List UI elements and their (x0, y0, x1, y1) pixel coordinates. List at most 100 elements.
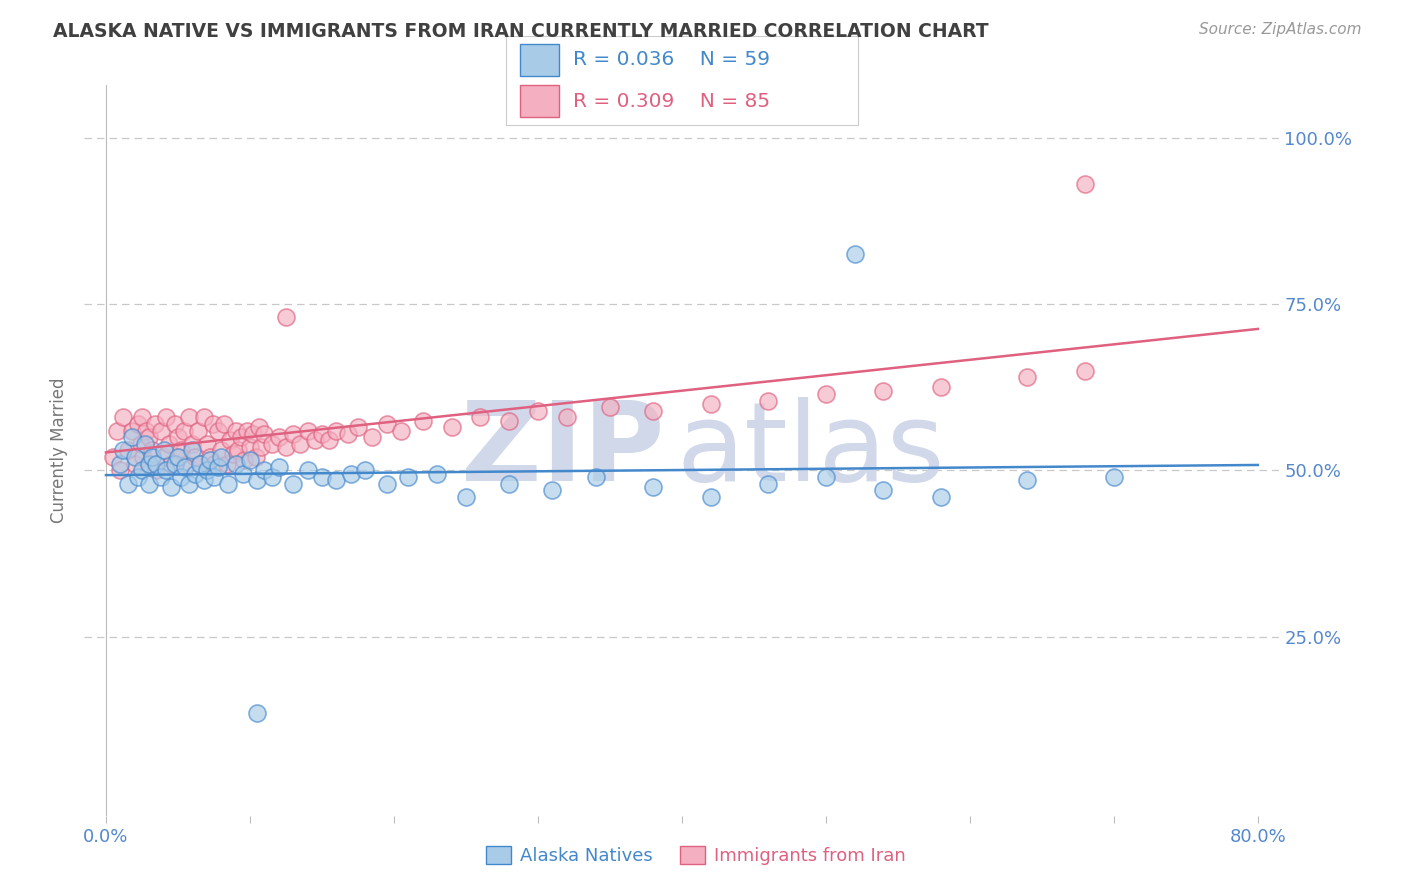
Point (304, 434, 326, 448)
Point (135, 424, 157, 438)
Point (225, 457, 247, 471)
Point (193, 474, 215, 488)
Text: R = 0.036    N = 59: R = 0.036 N = 59 (574, 50, 770, 69)
Text: ALASKA NATIVE VS IMMIGRANTS FROM IRAN CURRENTLY MARRIED CORRELATION CHART: ALASKA NATIVE VS IMMIGRANTS FROM IRAN CU… (53, 22, 988, 41)
Point (297, 463, 319, 477)
Point (165, 457, 187, 471)
Point (236, 424, 259, 438)
Point (179, 476, 201, 491)
Point (274, 440, 297, 454)
Point (198, 450, 221, 464)
Point (233, 453, 256, 467)
Point (247, 420, 270, 434)
Point (699, 490, 721, 504)
Point (215, 457, 238, 471)
Point (872, 483, 894, 498)
Point (599, 401, 621, 415)
Point (198, 453, 221, 467)
Point (221, 447, 243, 461)
Point (1017, 474, 1039, 488)
Point (1102, 470, 1125, 484)
Point (195, 463, 218, 477)
Point (141, 450, 163, 464)
Point (454, 490, 477, 504)
Point (290, 437, 312, 451)
Point (127, 417, 149, 431)
Point (117, 443, 139, 458)
Point (281, 426, 304, 441)
Point (110, 457, 132, 471)
Point (207, 424, 229, 438)
Point (311, 426, 333, 441)
Point (325, 424, 347, 438)
Point (188, 457, 211, 471)
Point (375, 417, 398, 431)
Point (844, 247, 866, 261)
Point (141, 443, 163, 458)
Point (260, 470, 283, 484)
Point (127, 470, 149, 484)
Point (107, 424, 129, 438)
Point (281, 476, 304, 491)
Point (225, 424, 247, 438)
Point (124, 450, 146, 464)
Point (274, 310, 297, 325)
Point (498, 476, 520, 491)
Point (134, 437, 156, 451)
Point (112, 410, 135, 425)
Point (179, 410, 201, 425)
Point (643, 480, 665, 494)
Point (336, 426, 359, 441)
Point (157, 437, 180, 451)
FancyBboxPatch shape (520, 44, 560, 76)
Point (101, 450, 124, 464)
Point (129, 437, 152, 451)
Point (929, 380, 952, 394)
Point (212, 417, 235, 431)
Point (187, 424, 209, 438)
Point (138, 457, 160, 471)
Point (426, 467, 449, 481)
Point (756, 393, 779, 408)
Text: atlas: atlas (676, 397, 945, 504)
Point (143, 417, 166, 431)
Point (110, 463, 132, 477)
Point (297, 424, 319, 438)
Point (929, 490, 952, 504)
Point (201, 417, 224, 431)
Point (585, 470, 607, 484)
Legend: Alaska Natives, Immigrants from Iran: Alaska Natives, Immigrants from Iran (478, 839, 914, 872)
Point (152, 443, 174, 458)
Point (184, 450, 207, 464)
Point (131, 410, 153, 425)
Point (361, 430, 384, 444)
Point (541, 483, 564, 498)
Point (412, 413, 434, 427)
Point (112, 443, 135, 458)
Point (217, 476, 239, 491)
Point (245, 450, 267, 464)
Point (232, 467, 254, 481)
Point (155, 463, 177, 477)
Point (149, 424, 172, 438)
Point (159, 480, 181, 494)
Point (193, 410, 215, 425)
Point (218, 434, 240, 448)
Point (396, 470, 419, 484)
Point (339, 467, 361, 481)
Text: Source: ZipAtlas.com: Source: ZipAtlas.com (1198, 22, 1361, 37)
Point (167, 430, 190, 444)
Point (267, 460, 290, 475)
Point (152, 450, 174, 464)
Point (246, 706, 269, 720)
Point (121, 430, 143, 444)
Point (188, 457, 211, 471)
Point (814, 470, 837, 484)
Y-axis label: Currently Married: Currently Married (51, 377, 69, 524)
Text: R = 0.309    N = 85: R = 0.309 N = 85 (574, 92, 770, 111)
Point (181, 443, 204, 458)
Point (170, 443, 193, 458)
Point (253, 463, 276, 477)
Point (167, 450, 190, 464)
Point (555, 410, 578, 425)
